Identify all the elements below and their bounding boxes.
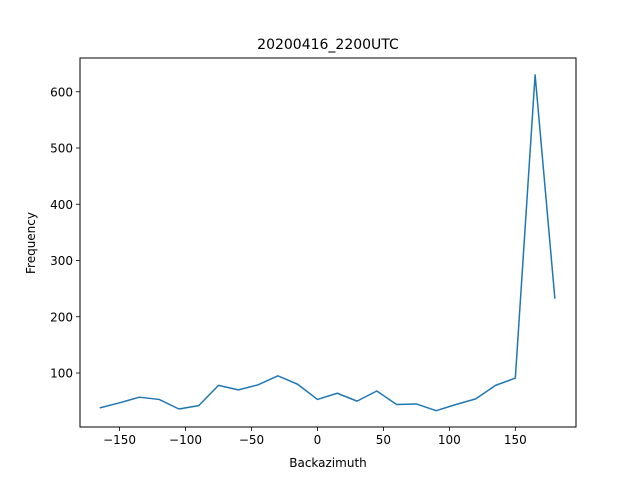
y-tick-label: 100 <box>50 367 73 381</box>
x-tick-label: 0 <box>314 433 322 447</box>
y-tick-label: 200 <box>50 310 73 324</box>
x-axis-label: Backazimuth <box>289 456 367 470</box>
y-axis: 100 200 300 400 500 600 <box>50 85 80 381</box>
x-tick-label: −100 <box>169 433 202 447</box>
x-tick-label: 150 <box>504 433 527 447</box>
chart-title: 20200416_2200UTC <box>257 37 399 53</box>
y-tick-label: 600 <box>50 85 73 99</box>
x-tick-label: 50 <box>376 433 391 447</box>
y-tick-label: 300 <box>50 254 73 268</box>
series-line <box>99 74 556 412</box>
x-tick-label: 100 <box>438 433 461 447</box>
plot-area <box>99 74 556 412</box>
x-tick-label: −150 <box>103 433 136 447</box>
y-axis-label: Frequency <box>24 212 38 274</box>
y-tick-label: 400 <box>50 198 73 212</box>
axes-frame <box>79 57 577 428</box>
x-tick-label: −50 <box>239 433 264 447</box>
y-tick-label: 500 <box>50 142 73 156</box>
x-axis: −150 −100 −50 0 50 100 150 <box>103 427 527 447</box>
